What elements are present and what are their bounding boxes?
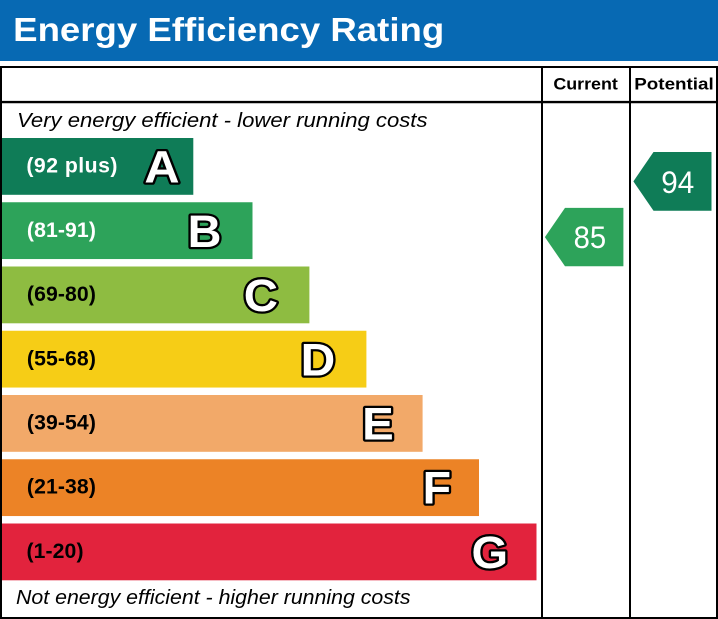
svg-text:94: 94 xyxy=(661,164,694,200)
svg-text:G: G xyxy=(472,527,509,578)
svg-text:85: 85 xyxy=(574,219,607,255)
svg-text:(1-20): (1-20) xyxy=(27,540,84,563)
svg-text:Current: Current xyxy=(553,76,618,94)
svg-text:(92 plus): (92 plus) xyxy=(26,155,117,178)
svg-text:B: B xyxy=(188,206,222,257)
svg-text:(39-54): (39-54) xyxy=(27,412,96,435)
svg-text:E: E xyxy=(362,399,394,450)
svg-text:(55-68): (55-68) xyxy=(27,347,96,370)
svg-text:(69-80): (69-80) xyxy=(27,283,96,306)
svg-text:(81-91): (81-91) xyxy=(27,219,96,242)
svg-text:C: C xyxy=(244,270,278,321)
svg-text:F: F xyxy=(423,463,451,514)
svg-text:Energy Efficiency Rating: Energy Efficiency Rating xyxy=(13,12,444,49)
svg-text:(21-38): (21-38) xyxy=(27,476,96,499)
svg-text:Very energy efficient - lower: Very energy efficient - lower running co… xyxy=(17,110,428,132)
svg-text:D: D xyxy=(301,335,336,386)
svg-text:Potential: Potential xyxy=(634,76,714,94)
svg-text:Not energy efficient - higher: Not energy efficient - higher running co… xyxy=(16,587,411,609)
svg-text:A: A xyxy=(144,142,179,193)
